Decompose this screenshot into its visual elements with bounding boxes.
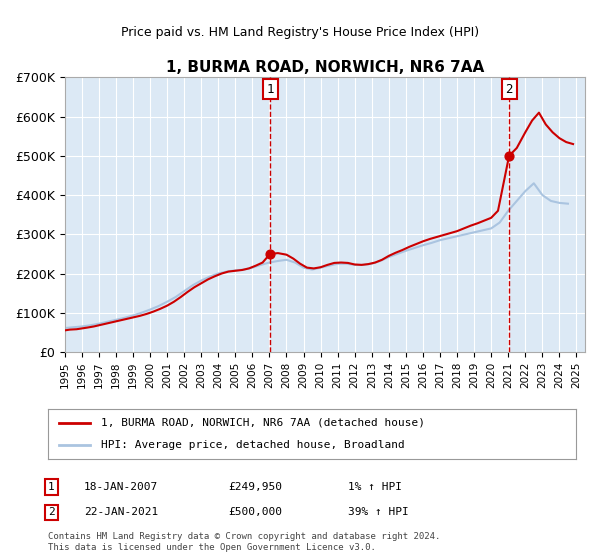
Text: Price paid vs. HM Land Registry's House Price Index (HPI): Price paid vs. HM Land Registry's House … [121,26,479,39]
Title: 1, BURMA ROAD, NORWICH, NR6 7AA: 1, BURMA ROAD, NORWICH, NR6 7AA [166,60,484,75]
Text: 1, BURMA ROAD, NORWICH, NR6 7AA (detached house): 1, BURMA ROAD, NORWICH, NR6 7AA (detache… [101,418,425,428]
Text: 1% ↑ HPI: 1% ↑ HPI [348,482,402,492]
Text: 2: 2 [48,507,55,517]
Text: 2: 2 [505,83,513,96]
Text: 22-JAN-2021: 22-JAN-2021 [84,507,158,517]
Text: 1: 1 [266,83,274,96]
Point [504,151,514,160]
Text: £249,950: £249,950 [228,482,282,492]
Text: £500,000: £500,000 [228,507,282,517]
Text: 18-JAN-2007: 18-JAN-2007 [84,482,158,492]
Text: HPI: Average price, detached house, Broadland: HPI: Average price, detached house, Broa… [101,440,404,450]
Text: 1: 1 [48,482,55,492]
Text: Contains HM Land Registry data © Crown copyright and database right 2024.
This d: Contains HM Land Registry data © Crown c… [48,532,440,552]
Text: 39% ↑ HPI: 39% ↑ HPI [348,507,409,517]
Point [265,249,275,258]
